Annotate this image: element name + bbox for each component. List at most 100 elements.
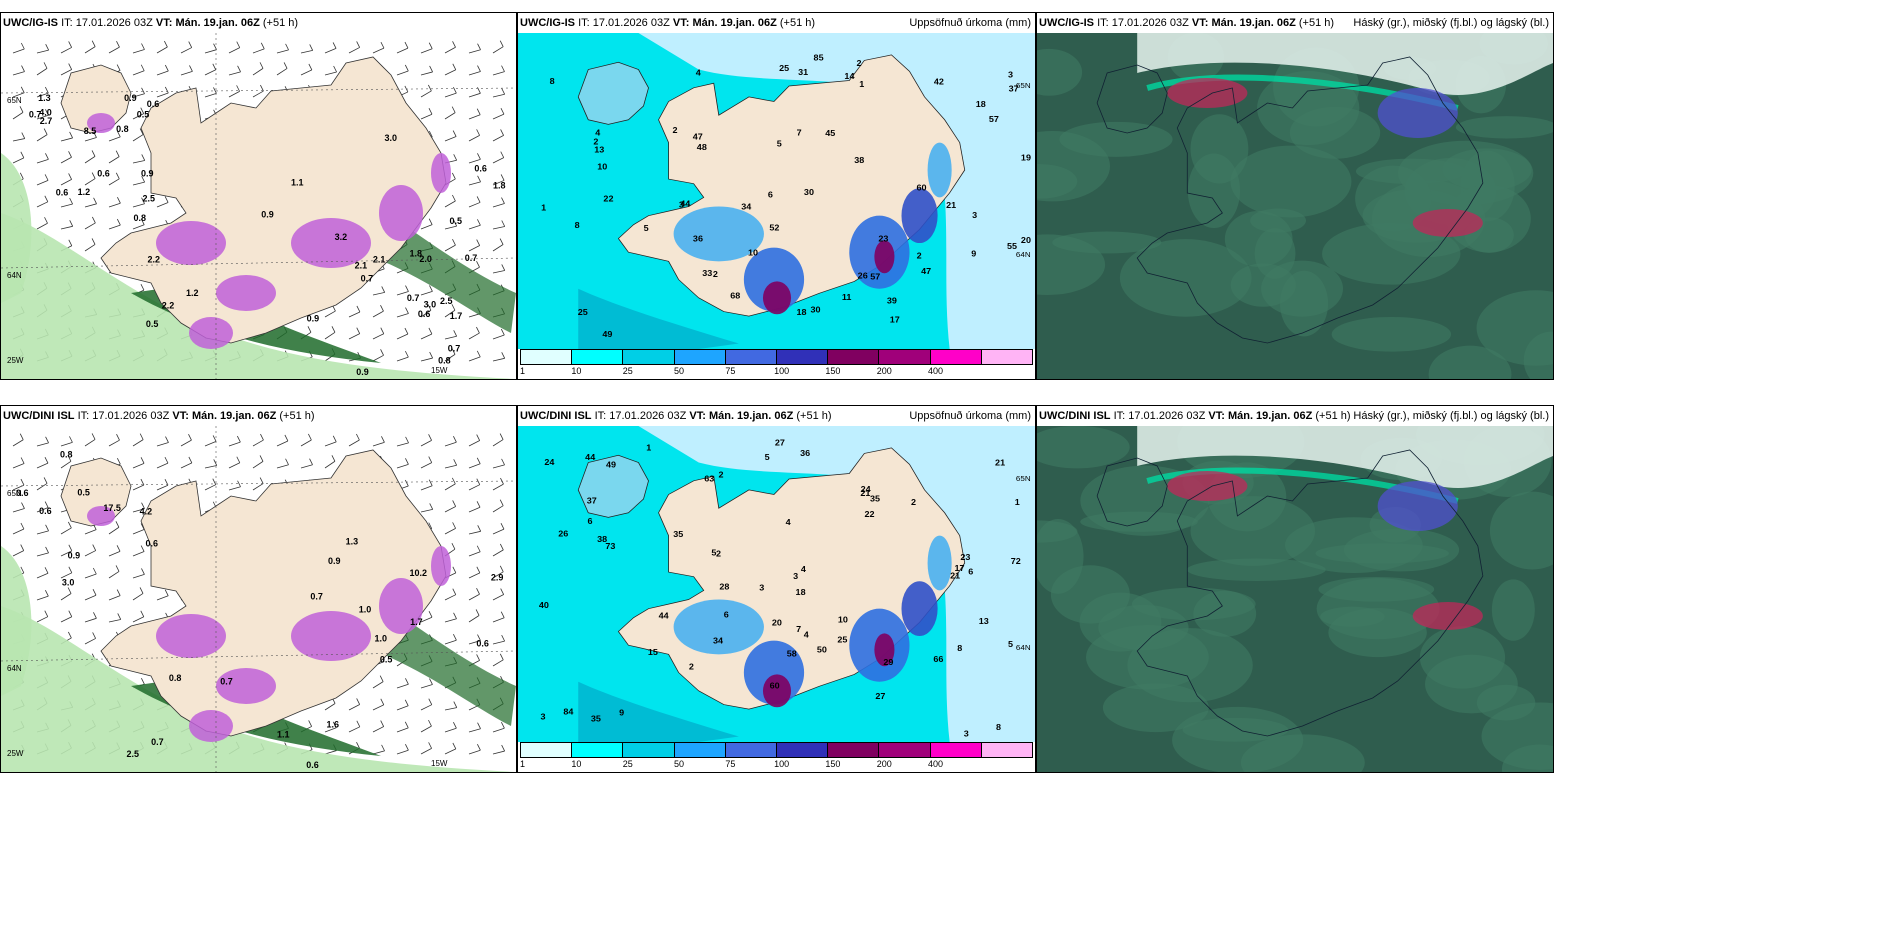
value-label: 0.8 bbox=[60, 449, 73, 459]
wind-barb bbox=[132, 551, 145, 557]
wind-barb bbox=[348, 333, 360, 340]
wind-barb bbox=[12, 92, 25, 98]
value-label: 36 bbox=[693, 234, 703, 244]
graticule-65n bbox=[1, 480, 516, 487]
it-label: IT: bbox=[1113, 410, 1126, 422]
value-label: 4 bbox=[786, 517, 791, 527]
wind-barb-flag bbox=[429, 351, 433, 359]
value-label: 66 bbox=[933, 654, 943, 664]
wind-barb bbox=[300, 439, 312, 447]
value-label: 17 bbox=[954, 563, 964, 573]
wind-barb bbox=[420, 725, 432, 733]
wind-barb bbox=[444, 69, 456, 76]
value-label: 2 bbox=[917, 251, 922, 261]
colorbar-swatch bbox=[981, 350, 1033, 364]
map-svg bbox=[1037, 33, 1553, 379]
wind-barb-flag bbox=[332, 435, 337, 443]
wind-barb-flag bbox=[356, 327, 361, 334]
wind-barb-flag bbox=[452, 194, 456, 202]
value-label: 7 bbox=[796, 624, 801, 634]
wind-barb-flag bbox=[69, 197, 73, 205]
wind-barb-flag bbox=[20, 544, 25, 551]
wind-barb bbox=[12, 528, 25, 535]
wind-barb bbox=[492, 180, 505, 186]
wind-barb bbox=[228, 47, 240, 54]
wind-barb-flag bbox=[380, 304, 384, 312]
wind-barb-flag bbox=[452, 41, 456, 48]
value-label: 58 bbox=[787, 649, 797, 659]
wind-barb-flag bbox=[404, 41, 409, 49]
value-label: 2.2 bbox=[148, 254, 161, 264]
value-label: 2 bbox=[673, 125, 678, 135]
value-label: 5 bbox=[711, 548, 716, 558]
wind-barb bbox=[372, 681, 384, 689]
wind-barb bbox=[108, 224, 121, 230]
wind-barb-flag bbox=[236, 41, 241, 48]
wind-barb bbox=[204, 484, 216, 491]
wind-barb-flag bbox=[453, 436, 457, 443]
wind-barb-flag bbox=[139, 128, 144, 135]
wind-barb bbox=[204, 69, 216, 76]
wind-barb-flag bbox=[500, 129, 504, 136]
value-label: 0.9 bbox=[124, 93, 137, 103]
it-label: IT: bbox=[1097, 17, 1109, 29]
wind-barb bbox=[348, 704, 360, 711]
precip-colorbar: 1 10 25 50 75 100 150 200 400 bbox=[518, 349, 1035, 379]
colorbar-tick-label: 400 bbox=[928, 759, 944, 769]
lead-time: (+51 h) bbox=[279, 410, 315, 422]
value-label: 1 bbox=[541, 203, 546, 213]
wind-barb-flag bbox=[68, 239, 73, 246]
value-label: 14 bbox=[844, 71, 854, 81]
snow-depth-area bbox=[216, 275, 276, 311]
wind-barb-flag bbox=[453, 701, 458, 708]
value-label: 10 bbox=[748, 248, 758, 258]
wind-barb-flag bbox=[189, 65, 193, 72]
low-cloud-patch bbox=[1261, 260, 1344, 317]
wind-barb-flag bbox=[260, 42, 265, 50]
wind-barb-flag bbox=[499, 433, 504, 440]
wind-barb-flag bbox=[20, 566, 25, 574]
wind-barb bbox=[492, 549, 504, 557]
wind-barb bbox=[156, 595, 169, 601]
wind-barb bbox=[12, 138, 25, 142]
it-value: 17.01.2026 03Z bbox=[75, 17, 153, 29]
vt-label: VT: Mán. 19.jan. 06Z bbox=[1191, 17, 1296, 29]
wind-barb-flag bbox=[44, 174, 49, 181]
map-area: 0.9 0.7 0.6 0.5 0.8 1.0 0.6 0.7 2.9 4.2 1.1 1.3 0.6 1… bbox=[1, 426, 516, 772]
snow-depth-area bbox=[379, 185, 423, 241]
wind-barb bbox=[444, 335, 457, 340]
wind-barb bbox=[420, 309, 432, 318]
wind-barb bbox=[396, 356, 409, 362]
wind-barb bbox=[60, 156, 72, 164]
vt-label: VT: Mán. 19.jan. 06Z bbox=[689, 410, 794, 422]
value-label: 4 bbox=[696, 68, 701, 78]
westfjords-outline bbox=[1096, 64, 1168, 134]
wind-barb-flag bbox=[356, 741, 360, 749]
wind-barb-flag bbox=[453, 634, 457, 641]
wind-barb-flag bbox=[428, 218, 433, 225]
value-label: 40 bbox=[539, 601, 549, 611]
colorbar-tick-label: 75 bbox=[725, 366, 736, 376]
value-label: 37 bbox=[587, 496, 597, 506]
wind-barb bbox=[372, 750, 385, 755]
wind-barb bbox=[468, 135, 480, 142]
wind-barb-flag bbox=[140, 107, 145, 114]
value-label: 0.9 bbox=[328, 556, 341, 566]
wind-barb-flag bbox=[476, 326, 480, 334]
wind-barb-flag bbox=[452, 63, 457, 70]
value-label: 0.7 bbox=[361, 274, 374, 284]
wind-barb bbox=[372, 354, 384, 362]
westfjords-landmass bbox=[577, 454, 649, 518]
coordinate-label: 65N bbox=[7, 489, 22, 498]
wind-barb-flag bbox=[477, 65, 481, 72]
wind-barb bbox=[84, 137, 97, 142]
wind-barb-flag bbox=[308, 433, 312, 441]
precip-area-heavy-east bbox=[361, 223, 516, 333]
wind-barb-flag bbox=[404, 479, 409, 487]
snow-depth-area bbox=[216, 668, 276, 704]
wind-barb-flag bbox=[499, 238, 504, 245]
wind-barb bbox=[444, 136, 457, 142]
wind-barb bbox=[468, 356, 481, 362]
value-label: 34 bbox=[713, 636, 723, 646]
wind-barb-flag bbox=[43, 62, 48, 69]
